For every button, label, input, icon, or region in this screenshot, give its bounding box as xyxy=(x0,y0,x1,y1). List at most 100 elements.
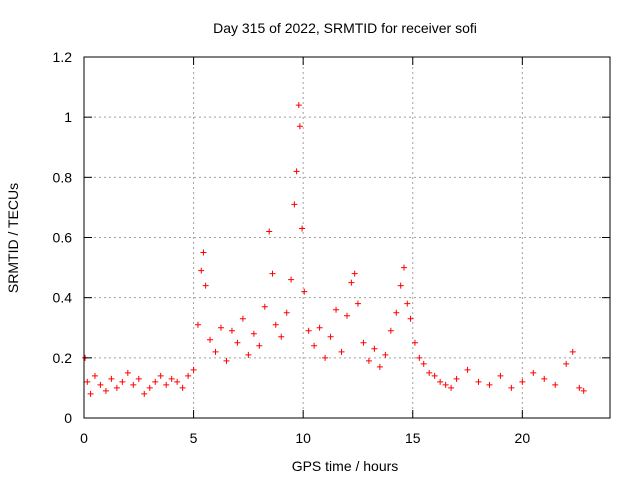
data-point xyxy=(207,336,214,343)
data-point xyxy=(351,270,358,277)
data-point xyxy=(371,345,378,352)
data-point xyxy=(382,351,389,358)
data-point xyxy=(404,300,411,307)
y-tick-label: 0.6 xyxy=(53,230,73,246)
data-point xyxy=(569,348,576,355)
x-tick-label: 10 xyxy=(295,430,311,446)
y-axis-label: SRMTID / TECUs xyxy=(5,183,21,293)
data-point xyxy=(152,378,159,385)
data-point xyxy=(508,384,515,391)
data-point xyxy=(223,357,230,364)
data-point xyxy=(97,381,104,388)
data-point xyxy=(348,279,355,286)
data-point xyxy=(411,339,418,346)
data-point xyxy=(453,375,460,382)
data-point xyxy=(299,225,306,232)
data-points xyxy=(82,102,587,397)
data-point xyxy=(530,369,537,376)
data-point xyxy=(293,168,300,175)
data-point xyxy=(283,309,290,316)
data-point xyxy=(135,375,142,382)
data-point xyxy=(519,378,526,385)
data-point xyxy=(234,339,241,346)
data-point xyxy=(497,372,504,379)
data-point xyxy=(141,390,148,397)
data-point xyxy=(269,270,276,277)
y-tick-label: 0.2 xyxy=(53,350,73,366)
data-point xyxy=(420,360,427,367)
data-point xyxy=(316,324,323,331)
x-tick-label: 0 xyxy=(80,430,88,446)
data-point xyxy=(146,384,153,391)
data-point xyxy=(174,378,181,385)
y-tick-label: 1 xyxy=(64,109,72,125)
data-point xyxy=(301,288,308,295)
data-point xyxy=(442,381,449,388)
data-point xyxy=(202,282,209,289)
data-point xyxy=(179,384,186,391)
data-point xyxy=(228,327,235,334)
data-point xyxy=(272,321,279,328)
data-point xyxy=(397,282,404,289)
data-point xyxy=(261,303,268,310)
y-tick-label: 0.4 xyxy=(53,290,73,306)
data-point xyxy=(322,354,329,361)
y-tick-label: 1.2 xyxy=(53,49,73,65)
data-point xyxy=(365,357,372,364)
tick-labels: 0 5 10 15 20 0 0.2 0.4 0.6 0.8 1 1.2 xyxy=(53,49,531,446)
chart-title: Day 315 of 2022, SRMTID for receiver sof… xyxy=(213,20,477,36)
data-point xyxy=(200,249,207,256)
data-point xyxy=(400,264,407,271)
data-point xyxy=(239,315,246,322)
data-point xyxy=(393,309,400,316)
data-point xyxy=(448,384,455,391)
data-point xyxy=(87,390,94,397)
data-point xyxy=(108,375,115,382)
data-point xyxy=(311,342,318,349)
data-point xyxy=(250,330,257,337)
x-tick-label: 15 xyxy=(405,430,421,446)
x-axis-label: GPS time / hours xyxy=(292,458,399,474)
data-point xyxy=(102,387,109,394)
data-point xyxy=(119,378,126,385)
data-point xyxy=(437,378,444,385)
data-point xyxy=(376,363,383,370)
data-point xyxy=(426,369,433,376)
x-tick-label: 5 xyxy=(190,430,198,446)
data-point xyxy=(124,369,131,376)
data-point xyxy=(552,381,559,388)
data-point xyxy=(217,324,224,331)
y-tick-label: 0 xyxy=(64,410,72,426)
data-point xyxy=(163,381,170,388)
data-point xyxy=(354,300,361,307)
data-point xyxy=(212,348,219,355)
data-point xyxy=(486,381,493,388)
plot-border xyxy=(83,56,611,419)
data-point xyxy=(84,378,91,385)
data-point xyxy=(333,306,340,313)
data-point xyxy=(113,384,120,391)
data-point xyxy=(256,342,263,349)
data-point xyxy=(431,372,438,379)
data-point xyxy=(360,339,367,346)
data-point xyxy=(198,267,205,274)
data-point xyxy=(130,381,137,388)
x-tick-label: 20 xyxy=(515,430,531,446)
data-point xyxy=(266,228,273,235)
data-point xyxy=(288,276,295,283)
data-point xyxy=(407,315,414,322)
data-point xyxy=(344,312,350,319)
axis-ticks xyxy=(83,56,610,419)
data-point xyxy=(338,348,345,355)
data-point xyxy=(305,327,312,334)
data-point xyxy=(541,375,548,382)
data-point xyxy=(157,372,164,379)
data-point xyxy=(91,372,98,379)
y-tick-label: 0.8 xyxy=(53,169,73,185)
data-point xyxy=(194,321,201,328)
data-point xyxy=(291,201,298,208)
data-point xyxy=(296,123,303,130)
data-point xyxy=(278,333,285,340)
data-point xyxy=(168,375,175,382)
